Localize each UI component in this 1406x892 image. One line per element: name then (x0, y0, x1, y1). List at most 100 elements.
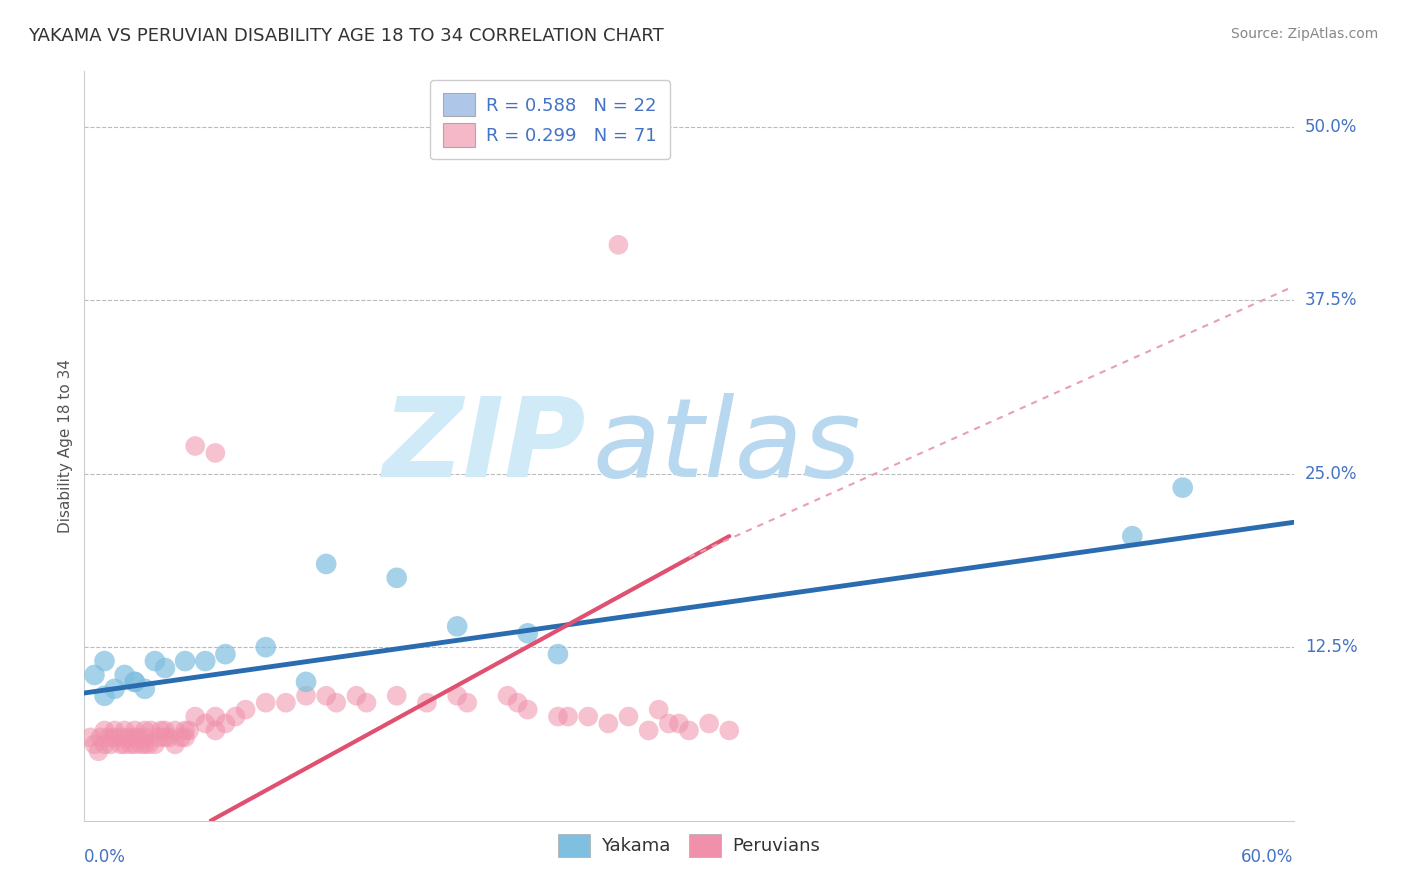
Point (153, 661, 176, 675)
Point (87, 744, 110, 758)
Point (114, 723, 136, 738)
Point (165, 737, 187, 751)
Point (124, 674, 146, 689)
Point (153, 723, 176, 738)
Point (89, 731, 111, 745)
Point (446, 689, 468, 703)
Point (104, 723, 127, 738)
Point (718, 723, 741, 738)
Point (93, 737, 115, 751)
Point (547, 647, 569, 661)
Point (194, 716, 217, 731)
Point (1121, 529, 1143, 543)
Point (214, 716, 236, 731)
Point (678, 723, 700, 738)
Point (149, 723, 172, 738)
Point (496, 689, 519, 703)
Text: 37.5%: 37.5% (1305, 292, 1357, 310)
Point (204, 723, 226, 738)
Point (174, 731, 197, 745)
Point (184, 709, 207, 723)
Point (174, 723, 197, 738)
Point (134, 723, 156, 738)
Point (143, 737, 166, 751)
Point (153, 731, 176, 745)
Point (385, 689, 408, 703)
Text: 25.0%: 25.0% (1305, 465, 1357, 483)
Point (325, 696, 347, 710)
Text: 0.0%: 0.0% (84, 848, 127, 866)
Point (506, 696, 529, 710)
Text: ZIP: ZIP (382, 392, 586, 500)
Point (295, 674, 318, 689)
Point (637, 723, 659, 738)
Point (179, 723, 201, 738)
Point (134, 731, 156, 745)
Text: atlas: atlas (592, 392, 860, 500)
Point (607, 237, 630, 252)
Point (114, 737, 136, 751)
Point (668, 716, 690, 731)
Point (456, 696, 478, 710)
Point (165, 723, 187, 738)
Point (648, 703, 671, 717)
Point (104, 681, 127, 696)
Point (93, 654, 115, 668)
Point (157, 731, 180, 745)
Point (658, 716, 681, 731)
Point (110, 737, 132, 751)
Point (204, 446, 226, 460)
Point (110, 731, 132, 745)
Point (124, 731, 146, 745)
Point (139, 723, 162, 738)
Point (120, 737, 142, 751)
Text: YAKAMA VS PERUVIAN DISABILITY AGE 18 TO 34 CORRELATION CHART: YAKAMA VS PERUVIAN DISABILITY AGE 18 TO … (28, 27, 664, 45)
Point (104, 731, 127, 745)
Point (204, 709, 226, 723)
Point (225, 709, 247, 723)
Point (516, 703, 538, 717)
Point (315, 557, 337, 571)
Point (148, 731, 170, 745)
Point (143, 654, 166, 668)
Point (576, 709, 599, 723)
Point (315, 689, 337, 703)
Text: 50.0%: 50.0% (1305, 118, 1357, 136)
Point (547, 709, 569, 723)
Point (416, 696, 439, 710)
Point (235, 703, 257, 717)
Point (1171, 481, 1194, 495)
Point (134, 681, 156, 696)
Point (254, 640, 277, 655)
Point (118, 731, 141, 745)
Point (516, 626, 538, 640)
Point (598, 716, 620, 731)
Point (124, 723, 146, 738)
Point (97, 731, 120, 745)
Point (93, 689, 115, 703)
Point (83, 737, 105, 751)
Point (174, 654, 197, 668)
Point (557, 709, 579, 723)
Point (214, 647, 236, 661)
Point (129, 737, 152, 751)
Point (254, 696, 277, 710)
Point (114, 668, 136, 682)
Point (124, 737, 146, 751)
Point (100, 737, 122, 751)
Point (446, 619, 468, 633)
Point (617, 709, 640, 723)
Point (128, 731, 150, 745)
Point (138, 737, 160, 751)
Point (385, 571, 408, 585)
Point (194, 654, 217, 668)
Point (274, 696, 297, 710)
Text: Source: ZipAtlas.com: Source: ZipAtlas.com (1230, 27, 1378, 41)
Point (79, 731, 101, 745)
Point (83, 668, 105, 682)
Y-axis label: Disability Age 18 to 34: Disability Age 18 to 34 (58, 359, 73, 533)
Point (170, 731, 193, 745)
Point (346, 689, 368, 703)
Point (184, 439, 207, 453)
Point (93, 723, 115, 738)
